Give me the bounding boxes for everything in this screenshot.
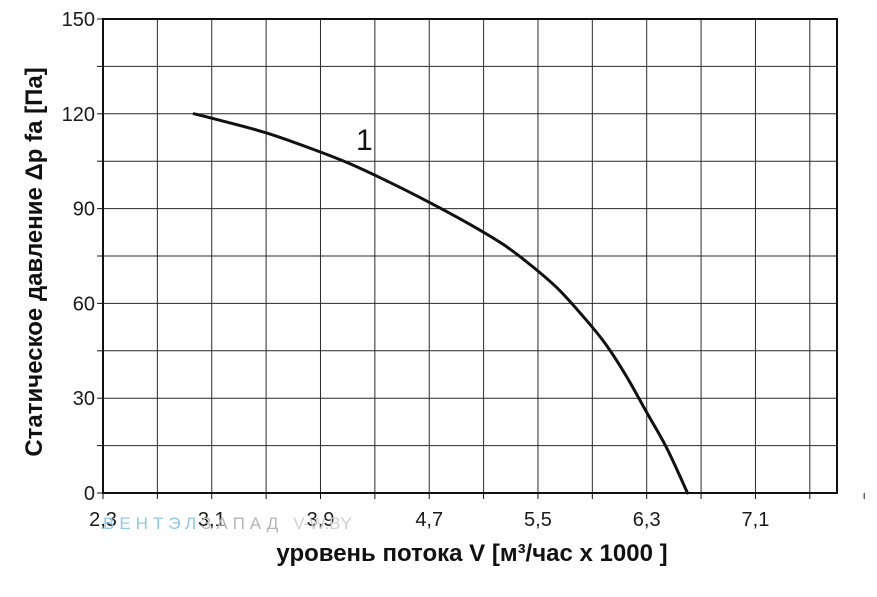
watermark-part-2: ЗАПАД	[201, 514, 283, 533]
y-axis-title: Статическое давление Δp fa [Па]	[21, 67, 48, 456]
y-tick-label: 0	[84, 483, 95, 505]
x-tick-label: 3,9	[307, 509, 335, 531]
y-tick-label: 120	[62, 104, 95, 126]
x-tick-label: 6,3	[633, 509, 661, 531]
y-tick-label: 30	[73, 388, 95, 410]
series-label-1: 1	[356, 124, 373, 157]
x-tick-label: 5,5	[524, 509, 552, 531]
series-layer	[192, 112, 689, 495]
x-tick-label: 2,3	[89, 509, 117, 531]
y-tick-label: 150	[62, 9, 95, 31]
series-line-1	[192, 112, 689, 495]
plot-frame	[97, 18, 865, 499]
x-tick-label: 4,7	[415, 509, 443, 531]
grid-lines	[103, 19, 837, 493]
y-tick-label: 60	[73, 293, 95, 315]
x-tick-label: 7,1	[742, 509, 770, 531]
x-axis-title: уровень потока V [м³/час x 1000 ]	[276, 540, 667, 567]
watermark: ВЕНТЭЛЗАПАД V-W.BY	[103, 514, 352, 533]
watermark-part-3: V-W.BY	[293, 514, 352, 533]
x-tick-labels: 2,3 3,1 3,9 4,7 5,5 6,3 7,1	[89, 509, 769, 531]
x-tick-label: 3,1	[198, 509, 226, 531]
y-tick-label: 90	[73, 199, 95, 221]
watermark-part-1: ВЕНТЭЛ	[103, 514, 201, 533]
y-tick-labels: 0 30 60 90 120 150	[62, 9, 95, 505]
